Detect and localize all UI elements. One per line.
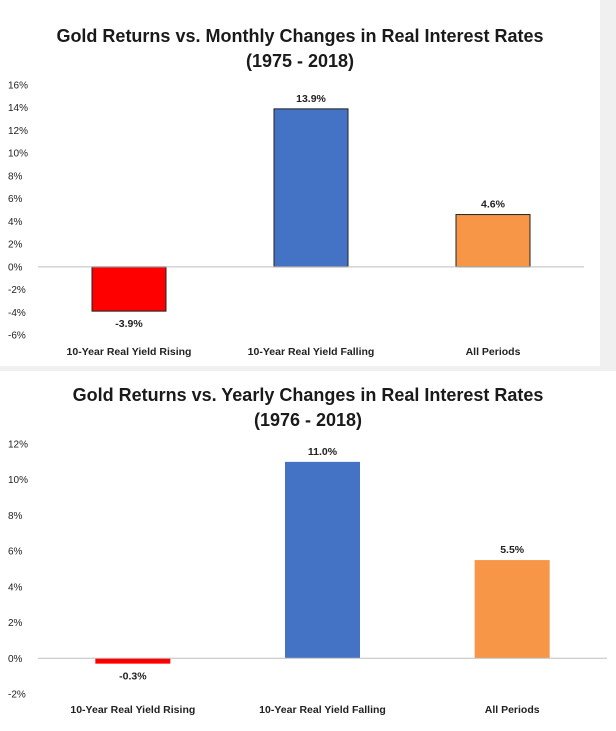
y-tick-label: 2% [8, 240, 23, 251]
data-label: 11.0% [308, 446, 338, 458]
chart-title: Gold Returns vs. Monthly Changes in Real… [56, 26, 544, 46]
chart-subtitle: (1976 - 2018) [253, 410, 363, 430]
data-label: 4.6% [481, 199, 506, 211]
y-tick-label: -2% [8, 285, 26, 296]
chart-title: Gold Returns vs. Yearly Changes in Real … [72, 385, 544, 405]
y-tick-label: -6% [8, 331, 26, 342]
chart-panel-monthly: Gold Returns vs. Monthly Changes in Real… [0, 0, 600, 366]
y-tick-label: 10% [8, 475, 28, 486]
y-tick-label: 10% [8, 149, 28, 160]
data-label: 5.5% [500, 544, 525, 556]
y-tick-label: 2% [8, 618, 23, 629]
y-tick-label: 0% [8, 262, 23, 273]
y-tick-label: 0% [8, 654, 23, 665]
bar [91, 266, 167, 312]
chart-panel-yearly: Gold Returns vs. Yearly Changes in Real … [0, 371, 616, 731]
bar [285, 461, 360, 659]
bar-chart-yearly: 12% 10% 8% 6% 4% 2% 0% -2% -0.3% 10-Year Real Yie… [8, 440, 607, 716]
data-label: -3.9% [115, 318, 143, 330]
y-tick-label: 4% [8, 582, 23, 593]
bar [474, 560, 550, 659]
y-tick-label: 16% [8, 81, 28, 92]
data-label: 13.9% [296, 93, 326, 105]
bar [273, 108, 349, 268]
bar-chart-monthly: 16% 14% 12% 10% 8% 6% 4% 2% 0% -2% -4% -6% -3.9% 10-Y… [8, 81, 584, 358]
y-tick-label: 8% [8, 171, 23, 182]
data-label: -0.3% [119, 671, 147, 683]
category-label: All Periods [485, 704, 540, 716]
category-label: 10-Year Real Yield Falling [259, 704, 386, 716]
category-label: 10-Year Real Yield Falling [248, 346, 375, 358]
category-label: 10-Year Real Yield Rising [70, 704, 195, 716]
category-label: All Periods [466, 346, 521, 358]
y-tick-label: 6% [8, 194, 23, 205]
y-tick-label: 4% [8, 217, 23, 228]
y-tick-label: -2% [8, 690, 26, 701]
y-tick-label: 6% [8, 547, 23, 558]
bar [455, 214, 531, 268]
y-tick-label: 12% [8, 126, 28, 137]
y-tick-label: 8% [8, 511, 23, 522]
y-tick-label: 12% [8, 440, 28, 451]
category-label: 10-Year Real Yield Rising [67, 346, 192, 358]
y-tick-label: 14% [8, 103, 28, 114]
y-tick-label: -4% [8, 308, 26, 319]
chart-subtitle: (1975 - 2018) [245, 51, 355, 71]
bar [95, 658, 171, 664]
